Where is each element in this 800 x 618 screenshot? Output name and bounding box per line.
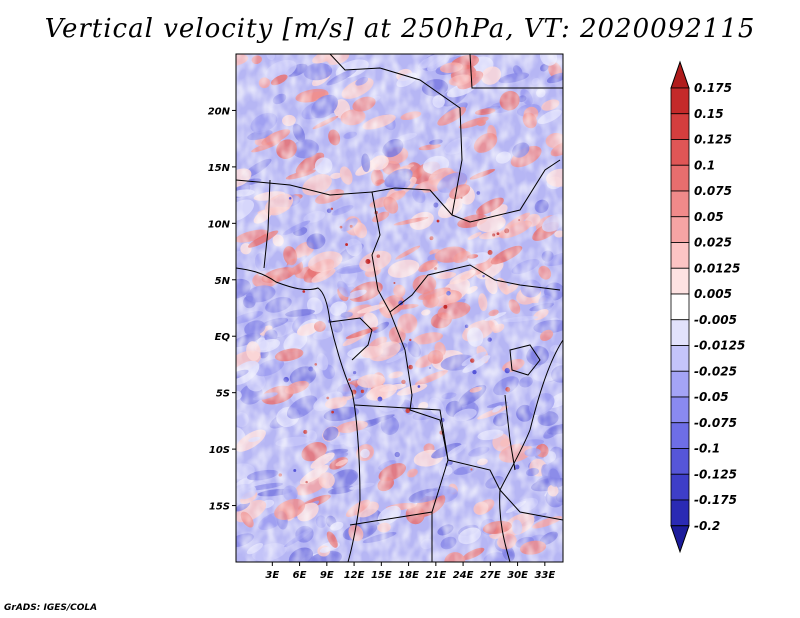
lon-tick-label: 24E — [453, 570, 474, 581]
colorbar-top-arrow — [670, 60, 690, 89]
colorbar-label: -0.2 — [694, 519, 720, 533]
lon-tick-label: 21E — [425, 570, 446, 581]
colorbar-bin — [670, 242, 690, 269]
colorbar-label: 0.175 — [694, 81, 732, 95]
lon-tick-label: 15E — [371, 570, 392, 581]
colorbar-bin — [670, 139, 690, 166]
lat-tick-label: 5N — [215, 276, 231, 287]
border-line-2 — [329, 54, 561, 223]
lon-tick-label: 3E — [265, 570, 279, 581]
lon-tick-label: 6E — [293, 570, 307, 581]
lon-tick-label: 30E — [507, 570, 528, 581]
map-frame — [235, 53, 564, 563]
lat-tick-label: 20N — [208, 106, 231, 117]
lat-tick-label: 15N — [208, 163, 231, 174]
colorbar-label: -0.1 — [694, 442, 720, 456]
lon-tick-label: 9E — [320, 570, 334, 581]
colorbar-bin — [670, 113, 690, 140]
colorbar-bin — [670, 216, 690, 243]
border-line-6 — [349, 404, 449, 526]
colorbar-bin — [670, 345, 690, 372]
lon-tick-label: 12E — [344, 570, 365, 581]
border-line-4 — [371, 187, 453, 216]
west-coast-line — [236, 267, 361, 562]
border-line-1 — [236, 179, 561, 313]
longitude-axis: 3E 6E 9E 12E 15E 18E 21E 24E 27E 30E 33E — [265, 562, 555, 581]
map-title: Vertical velocity [m/s] at 250hPa, VT: 2… — [44, 14, 756, 44]
velocity-field — [236, 54, 563, 562]
border-line-5 — [389, 311, 501, 491]
colorbar-bin — [670, 293, 690, 321]
colorbar-label: -0.005 — [694, 313, 737, 327]
lat-tick-label: 15S — [209, 502, 230, 513]
colorbar-label: 0.025 — [694, 236, 732, 250]
country-borders — [236, 54, 563, 562]
colorbar-label: -0.05 — [694, 390, 729, 404]
colorbar-label: 0.1 — [694, 158, 715, 172]
colorbar-label: 0.0125 — [694, 261, 740, 275]
latitude-axis: 20N 15N 10N 5N EQ 5S 10S 15S — [208, 106, 236, 513]
colorbar-bin — [670, 396, 690, 424]
colorbar-label: -0.175 — [694, 493, 737, 507]
lon-tick-label: 27E — [480, 570, 501, 581]
colorbar-bin — [670, 190, 690, 218]
colorbar-label: 0.125 — [694, 133, 732, 147]
lat-tick-label: 5S — [216, 389, 230, 400]
colorbar-label: 0.005 — [694, 287, 732, 301]
colorbar-label: 0.05 — [694, 210, 724, 224]
border-line-3 — [469, 54, 563, 89]
lake-victoria — [509, 344, 541, 376]
border-line-8 — [499, 489, 563, 521]
colorbar-bottom-arrow — [670, 525, 690, 554]
colorbar-label: -0.025 — [694, 364, 737, 378]
grads-credit: GrADS: IGES/COLA — [4, 603, 98, 613]
east-coast-line — [499, 339, 563, 562]
lon-tick-label: 18E — [398, 570, 419, 581]
lon-tick-label: 33E — [534, 570, 555, 581]
colorbar-label: 0.075 — [694, 184, 732, 198]
colorbar-bin — [670, 422, 690, 449]
colorbar-label: -0.0125 — [694, 339, 745, 353]
colorbar-bin — [670, 267, 690, 295]
colorbar-label: -0.125 — [694, 467, 737, 481]
colorbar-bin — [670, 370, 690, 398]
lat-tick-label: EQ — [215, 332, 231, 343]
colorbar-label: 0.15 — [694, 107, 724, 121]
colorbar-bin — [670, 473, 690, 501]
colorbar-bin — [670, 164, 690, 192]
lat-tick-label: 10N — [208, 219, 231, 230]
colorbar: 0.175 0.15 0.125 0.1 0.075 0.05 0.025 0.0125 0.0… — [670, 60, 745, 554]
lake-tanganyika — [504, 394, 516, 471]
colorbar-bin — [670, 87, 690, 115]
colorbar-bin — [670, 319, 690, 346]
colorbar-bin — [670, 499, 690, 527]
lat-tick-label: 10S — [209, 445, 230, 456]
border-line-10 — [263, 179, 271, 269]
colorbar-bin — [670, 448, 690, 475]
border-line-9 — [329, 317, 373, 361]
colorbar-label: -0.075 — [694, 416, 737, 430]
